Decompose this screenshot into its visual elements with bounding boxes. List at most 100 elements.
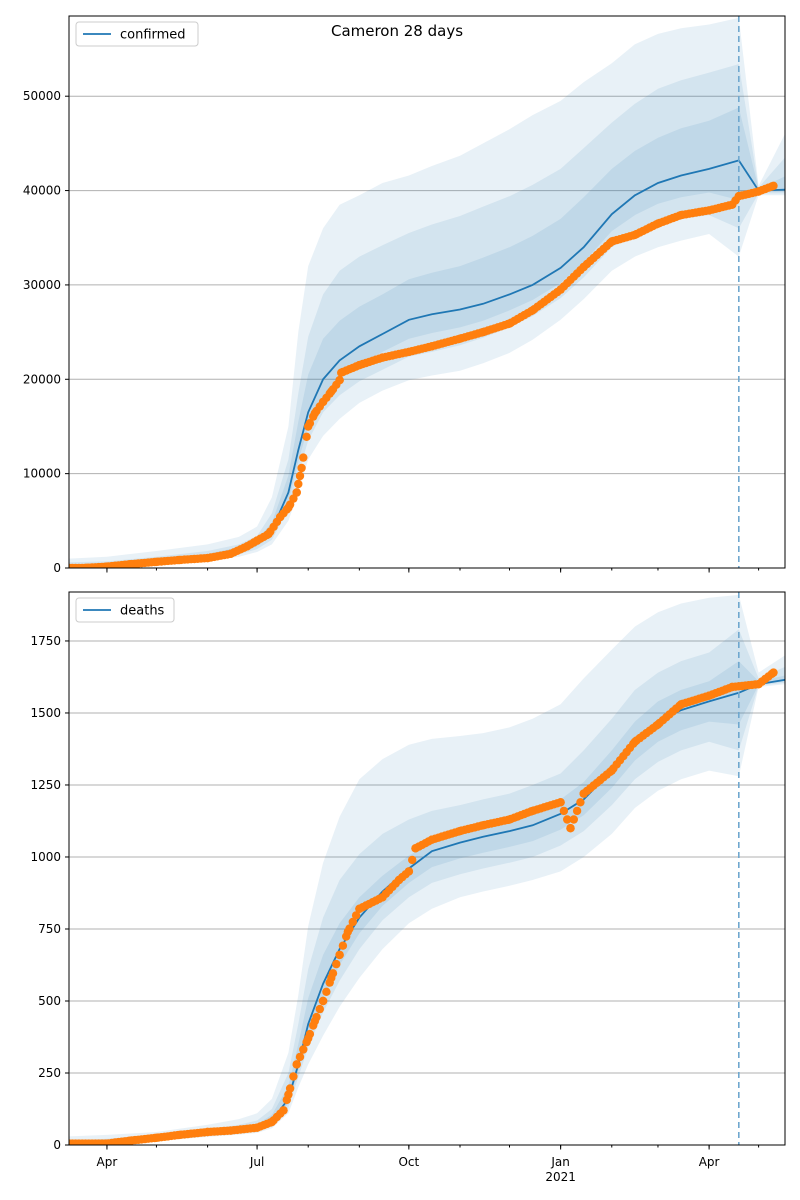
observed-point — [754, 187, 763, 196]
axes-frame — [68, 591, 786, 1146]
observed-point — [82, 563, 92, 568]
observed-point — [175, 1130, 184, 1140]
observed-point — [203, 1127, 212, 1137]
observed-point — [728, 682, 737, 692]
observed-point — [404, 347, 414, 357]
x-tick-label: Apr — [97, 1155, 118, 1169]
observed-point — [378, 893, 387, 902]
observed-point — [276, 512, 285, 522]
observed-point — [559, 806, 569, 816]
y-tick-label: 0 — [53, 1138, 61, 1152]
uncertainty-band-inner — [69, 661, 785, 1145]
observed-point — [528, 306, 537, 315]
observed-point — [304, 1034, 313, 1043]
observed-point — [252, 1123, 262, 1132]
observed-point — [455, 826, 465, 836]
observed-point — [318, 397, 328, 407]
observed-point — [322, 987, 331, 996]
observed-point — [297, 463, 306, 473]
observed-point — [243, 542, 252, 551]
legend-label: confirmed — [120, 28, 186, 43]
observed-point — [264, 529, 273, 539]
observed-point — [556, 798, 565, 807]
observed-point — [754, 680, 763, 689]
observed-point — [175, 555, 184, 565]
observed-point — [252, 536, 262, 545]
observed-point — [299, 453, 308, 462]
observed-point — [295, 1052, 305, 1062]
observed-point — [653, 219, 663, 228]
plot-area — [69, 16, 785, 568]
observed-point — [653, 720, 663, 729]
y-tick-label: 1000 — [30, 850, 61, 864]
observed-point — [318, 996, 328, 1006]
observed-point — [478, 821, 488, 830]
legend-label: deaths — [120, 604, 165, 619]
observed-point — [734, 192, 743, 201]
observed-point — [327, 973, 336, 983]
figure-title: Cameron 28 days — [331, 22, 463, 40]
observed-point — [572, 806, 582, 816]
observed-point — [427, 835, 437, 844]
observed-point — [404, 867, 414, 876]
observed-point — [152, 557, 161, 567]
observed-points — [69, 181, 778, 568]
observed-point — [335, 376, 344, 385]
y-tick-label: 20000 — [23, 372, 61, 386]
observed-point — [289, 1072, 298, 1081]
observed-point — [267, 1117, 277, 1127]
observed-point — [769, 181, 778, 190]
observed-point — [579, 789, 588, 798]
observed-point — [226, 1126, 235, 1135]
observed-point — [125, 1136, 135, 1145]
observed-point — [292, 488, 301, 497]
uncertainty-band-outer — [69, 594, 785, 1145]
observed-point — [556, 285, 565, 294]
axes-frame — [68, 15, 786, 569]
legend-box — [75, 597, 175, 623]
observed-point — [292, 1060, 301, 1069]
x-tick-label: Apr — [699, 1155, 720, 1169]
observed-point — [327, 387, 336, 396]
observed-point — [335, 950, 344, 960]
observed-point — [408, 855, 417, 865]
observed-point — [355, 360, 364, 370]
observed-point — [69, 563, 74, 568]
y-tick-label: 40000 — [23, 184, 61, 198]
observed-point — [338, 941, 348, 950]
uncertainty-band-outer — [69, 17, 785, 568]
observed-point — [294, 479, 303, 489]
observed-point — [769, 668, 778, 677]
observed-point — [478, 327, 488, 337]
observed-point — [226, 549, 235, 558]
observed-point — [607, 237, 616, 246]
x-tick-sublabel: 2021 — [545, 1170, 576, 1184]
observed-point — [302, 432, 311, 441]
observed-point — [279, 1106, 288, 1115]
uncertainty-band-inner — [69, 107, 785, 568]
observed-point — [704, 206, 714, 215]
observed-points — [69, 668, 778, 1145]
observed-point — [203, 553, 212, 563]
y-tick-label: 0 — [53, 561, 61, 575]
observed-point — [337, 368, 346, 377]
observed-point — [607, 766, 616, 775]
deaths-panel: 0 250 500 750 1000 1250 1500 1750 Apr Jul Oct Jan20… — [30, 591, 786, 1184]
observed-point — [630, 230, 640, 240]
observed-point — [351, 911, 361, 920]
observed-point — [704, 691, 714, 700]
observed-point — [332, 959, 341, 969]
observed-point — [102, 1139, 112, 1145]
observed-point — [295, 471, 305, 481]
observed-point — [348, 917, 357, 927]
observed-point — [343, 927, 352, 937]
y-tick-label: 10000 — [23, 467, 61, 481]
legend-box — [75, 21, 199, 47]
y-tick-label: 1750 — [30, 634, 61, 648]
y-tick-label: 750 — [38, 922, 61, 936]
observed-point — [378, 353, 387, 362]
observed-point — [576, 798, 585, 807]
observed-point — [125, 560, 135, 568]
observed-point — [569, 815, 578, 824]
observed-point — [284, 1090, 293, 1099]
